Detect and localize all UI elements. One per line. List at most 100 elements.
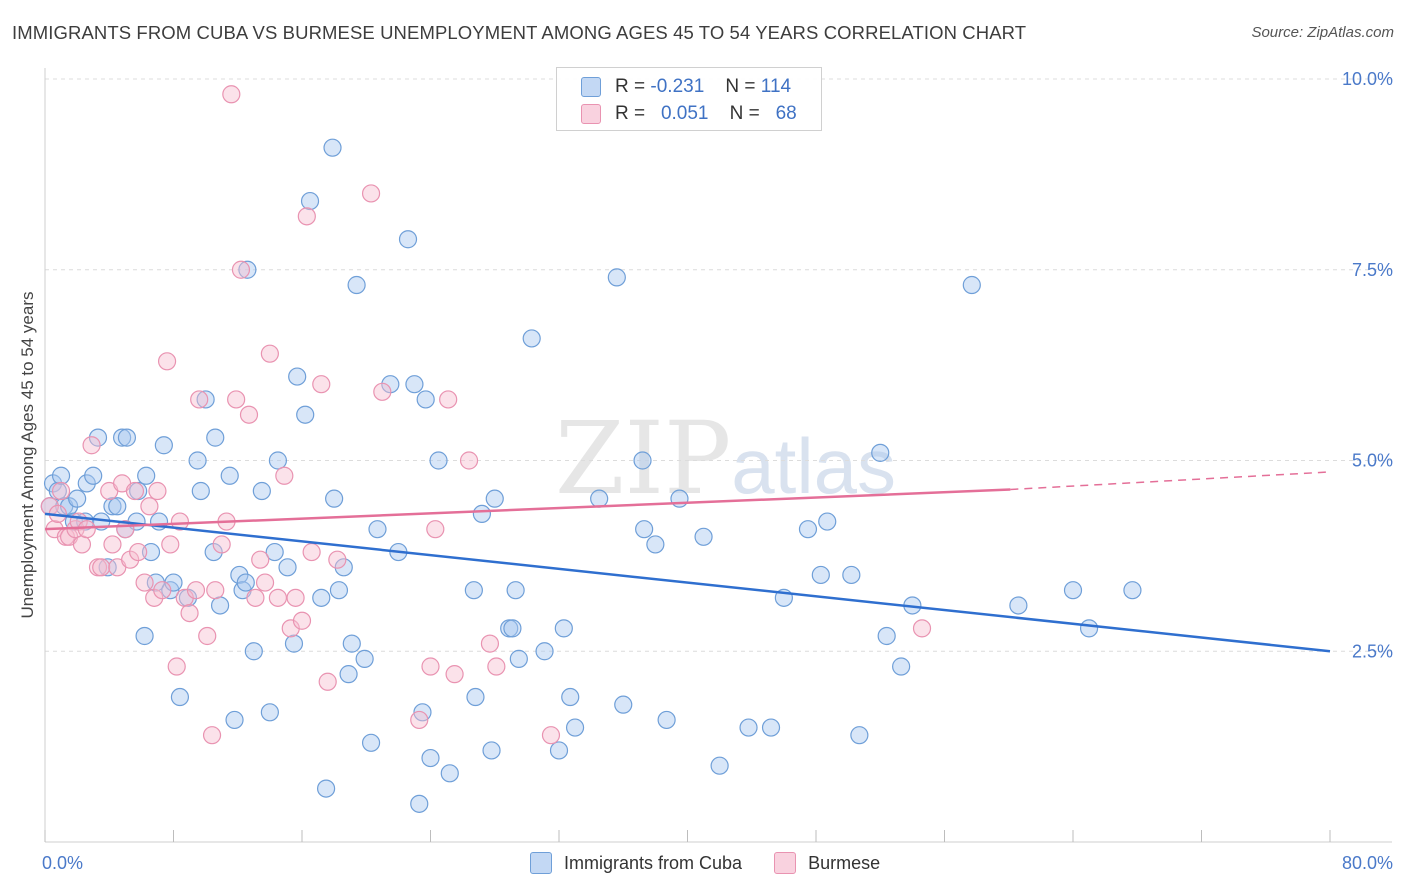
burmese-point-34 <box>198 626 217 646</box>
burmese-point-58 <box>373 382 392 401</box>
burmese-point-65 <box>480 634 500 653</box>
cuba-point-93 <box>633 451 652 470</box>
cuba-point-39 <box>230 565 249 585</box>
burmese-point-60 <box>421 657 440 676</box>
cuba-point-31 <box>188 451 207 470</box>
burmese-point-3 <box>51 481 71 501</box>
cuba-point-114 <box>1063 581 1083 600</box>
cuba-point-78 <box>482 741 501 760</box>
legend-row-burmese: R = 0.051 N = 68 <box>581 100 797 128</box>
cuba-point-89 <box>565 718 585 737</box>
burmese-point-51 <box>292 611 312 630</box>
cuba-point-94 <box>635 520 654 539</box>
legend-r-label: R = <box>615 103 646 124</box>
cuba-point-21 <box>135 626 154 646</box>
cuba-point-64 <box>368 520 387 539</box>
cuba-point-46 <box>265 542 284 562</box>
cuba-point-107 <box>850 726 869 745</box>
burmese-point-27 <box>161 535 180 554</box>
cuba-point-104 <box>811 565 830 585</box>
legend-swatch-burmese <box>581 104 601 124</box>
cuba-point-79 <box>485 489 504 508</box>
cuba-point-9 <box>77 474 96 493</box>
burmese-point-53 <box>302 542 321 562</box>
cuba-point-59 <box>339 665 358 684</box>
cuba-point-96 <box>657 710 676 730</box>
y-tick-label-1: 5.0% <box>1352 451 1393 471</box>
legend-swatch-cuba <box>581 77 601 97</box>
cuba-point-109 <box>877 626 896 646</box>
cuba-point-23 <box>141 542 161 562</box>
cuba-point-53 <box>312 588 331 607</box>
series-burmese-points <box>40 85 932 745</box>
cuba-point-36 <box>210 596 230 615</box>
burmese-point-50 <box>286 588 305 607</box>
trend-line-burmese <box>44 488 1011 531</box>
cuba-point-51 <box>296 405 315 424</box>
legend-item-burmese[interactable]: Burmese <box>774 852 880 874</box>
burmese-point-39 <box>222 85 241 104</box>
tick-labels: 2.5% 5.0% 7.5% 10.0% 0.0% 80.0% <box>42 69 1393 873</box>
cuba-point-103 <box>798 520 818 539</box>
cuba-point-60 <box>342 634 361 653</box>
burmese-point-54 <box>312 375 331 394</box>
cuba-point-116 <box>1123 581 1142 600</box>
cuba-point-55 <box>323 138 342 157</box>
legend-label-burmese: Burmese <box>808 852 881 873</box>
trend-line-burmese-extension <box>1010 471 1331 491</box>
burmese-point-68 <box>912 619 932 638</box>
cuba-point-112 <box>962 275 981 295</box>
burmese-point-56 <box>328 550 347 569</box>
cuba-point-26 <box>154 436 173 455</box>
cuba-point-82 <box>506 581 525 600</box>
burmese-point-35 <box>202 726 222 745</box>
cuba-point-68 <box>405 375 424 394</box>
cuba-point-56 <box>325 489 344 508</box>
cuba-point-108 <box>871 443 890 462</box>
cuba-point-76 <box>466 687 485 707</box>
cuba-point-85 <box>535 642 554 661</box>
cuba-point-91 <box>607 268 626 287</box>
legend-r-label: R = <box>615 76 646 97</box>
burmese-point-64 <box>459 451 479 470</box>
cuba-point-22 <box>137 466 156 485</box>
burmese-point-32 <box>186 581 206 600</box>
cuba-point-71 <box>416 390 435 409</box>
cuba-point-99 <box>710 756 729 775</box>
cuba-point-113 <box>1009 596 1028 615</box>
burmese-point-61 <box>426 520 445 539</box>
burmese-point-42 <box>239 405 259 424</box>
cuba-point-7 <box>68 489 87 508</box>
burmese-point-57 <box>361 184 381 203</box>
burmese-point-47 <box>268 588 288 607</box>
cuba-point-18 <box>117 428 137 447</box>
cuba-point-35 <box>206 428 225 447</box>
cuba-point-67 <box>398 230 418 249</box>
watermark: ZIPatlas <box>555 400 896 517</box>
legend-swatch-burmese <box>774 852 797 874</box>
y-tick-label-0: 2.5% <box>1352 641 1393 661</box>
cuba-point-48 <box>278 558 297 577</box>
burmese-point-52 <box>297 207 316 226</box>
legend-item-cuba[interactable]: Immigrants from Cuba <box>530 852 742 874</box>
burmese-point-12 <box>92 558 111 577</box>
cuba-point-115 <box>1079 619 1099 638</box>
burmese-point-29 <box>170 512 190 531</box>
legend-label-cuba: Immigrants from Cuba <box>564 852 743 873</box>
cuba-point-72 <box>421 748 440 768</box>
cuba-point-32 <box>191 481 210 501</box>
cuba-point-11 <box>88 428 108 447</box>
cuba-point-41 <box>236 573 255 592</box>
cuba-point-90 <box>590 489 609 508</box>
cuba-point-74 <box>440 764 459 783</box>
cuba-point-15 <box>108 497 127 516</box>
y-tick-label-3: 10.0% <box>1342 69 1393 89</box>
cuba-point-97 <box>670 489 689 508</box>
cuba-point-47 <box>268 451 288 470</box>
burmese-point-14 <box>103 535 122 554</box>
cuba-point-88 <box>561 687 580 707</box>
burmese-point-22 <box>140 497 159 516</box>
cuba-point-43 <box>244 642 263 661</box>
cuba-point-81 <box>503 619 522 638</box>
